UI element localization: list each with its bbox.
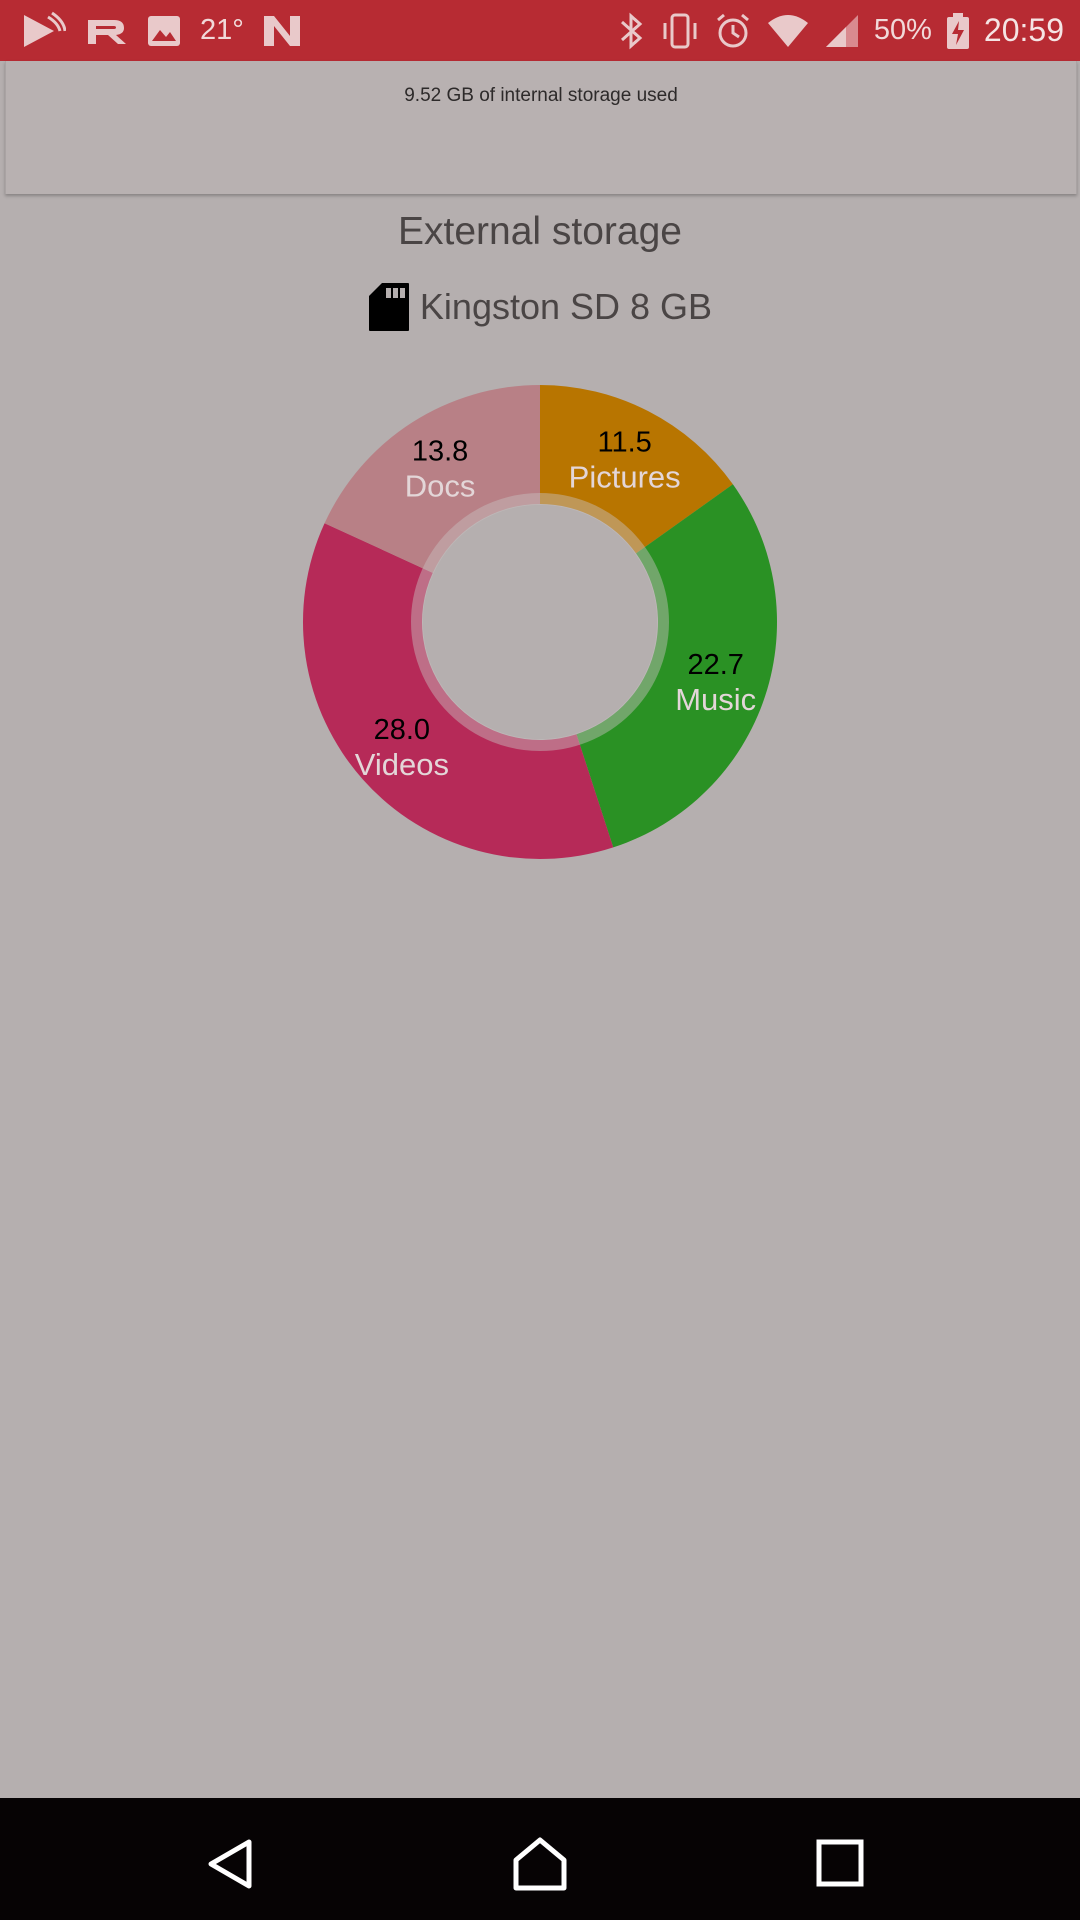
slice-value-videos: 28.0 (374, 714, 430, 746)
slice-value-pictures: 11.5 (598, 427, 652, 459)
navigation-bar (0, 1798, 1080, 1920)
sd-card-row: Kingston SD 8 GB (0, 280, 1080, 334)
alarm-icon (714, 12, 752, 50)
home-icon (513, 1837, 567, 1891)
battery-percent: 50% (873, 14, 932, 46)
donut-slice-pictures[interactable] (540, 385, 733, 554)
play-store-icon (20, 11, 66, 51)
bluetooth-icon (618, 12, 646, 50)
storage-donut-chart: 11.5 Pictures 22.7 Music 28.0 Videos 13.8 Docs (0, 360, 1080, 880)
n-app-icon (262, 14, 302, 48)
donut-slice-videos[interactable] (302, 523, 614, 859)
donut-inner-ring (411, 493, 669, 751)
slice-value-music: 22.7 (687, 649, 743, 681)
r-app-icon (84, 16, 128, 46)
sd-card-name: Kingston SD 8 GB (419, 286, 713, 327)
back-icon (208, 1839, 252, 1889)
donut-slice-docs[interactable] (324, 385, 540, 573)
signal-icon (824, 13, 860, 49)
vibrate-icon (660, 12, 700, 50)
slice-label-docs: Docs (405, 468, 476, 503)
home-button[interactable] (510, 1834, 570, 1894)
slice-label-videos: Videos (355, 747, 449, 782)
external-storage-title: External storage (398, 210, 682, 253)
internal-storage-used-text: 9.52 GB of internal storage used (404, 85, 678, 106)
slice-label-pictures: Pictures (569, 460, 681, 495)
recents-icon (816, 1839, 864, 1887)
slice-label-music: Music (675, 682, 756, 717)
slice-value-docs: 13.8 (412, 435, 468, 467)
temperature-icon: 21° (200, 14, 244, 46)
internal-storage-card: 9.52 GB of internal storage used (5, 61, 1077, 194)
donut-hole (423, 505, 657, 739)
status-bar: 21° (0, 0, 1080, 61)
clock-time: 20:59 (983, 12, 1064, 48)
donut-slice-music[interactable] (576, 484, 777, 848)
wifi-icon (766, 13, 810, 49)
battery-icon (946, 12, 970, 50)
sd-card-icon (368, 282, 410, 332)
image-icon (146, 14, 182, 48)
recents-button[interactable] (811, 1834, 871, 1894)
back-button[interactable] (201, 1834, 261, 1894)
